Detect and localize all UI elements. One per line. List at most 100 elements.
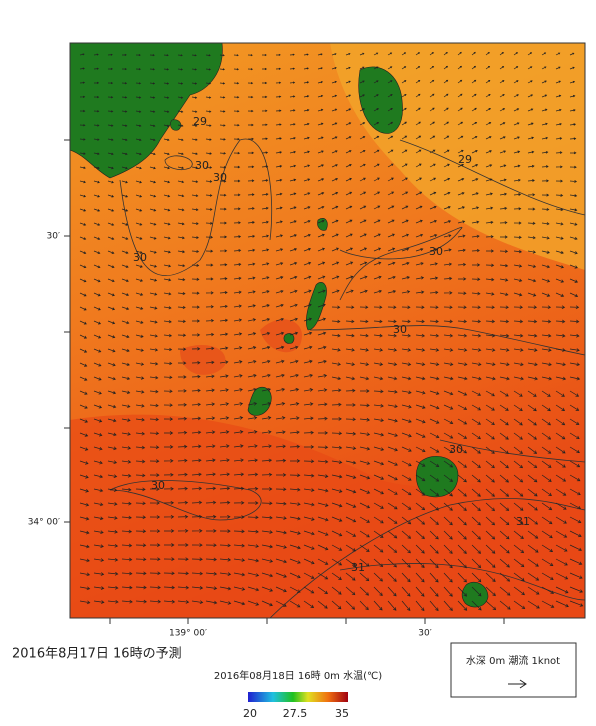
- current-arrow: [93, 194, 101, 198]
- current-arrow: [513, 108, 520, 112]
- current-arrow: [513, 94, 519, 98]
- current-arrow: [135, 445, 146, 450]
- current-arrow: [499, 502, 510, 511]
- current-arrow: [79, 530, 90, 535]
- current-arrow: [401, 290, 411, 294]
- current-arrow: [471, 263, 481, 267]
- current-arrow: [121, 557, 133, 562]
- current-arrow: [177, 500, 189, 505]
- current-arrow: [177, 403, 187, 407]
- legend-arrow: [508, 679, 527, 689]
- current-arrow: [471, 291, 481, 296]
- current-arrow: [527, 108, 534, 112]
- current-arrow: [163, 599, 176, 604]
- current-arrow: [107, 264, 115, 269]
- current-arrow: [415, 572, 425, 583]
- current-arrow: [457, 600, 468, 611]
- current-arrow: [79, 250, 87, 255]
- current-arrow: [275, 123, 282, 126]
- current-arrow: [485, 502, 495, 512]
- current-arrow: [387, 474, 398, 481]
- current-arrow: [233, 165, 241, 169]
- current-arrow: [289, 289, 298, 294]
- current-arrow: [359, 446, 371, 451]
- current-arrow: [359, 389, 370, 393]
- current-arrow: [219, 124, 226, 127]
- current-arrow: [163, 292, 172, 296]
- current-arrow: [429, 488, 440, 497]
- current-arrow: [499, 516, 510, 526]
- current-arrow: [177, 557, 189, 562]
- current-arrow: [387, 502, 398, 510]
- current-arrow: [163, 557, 175, 561]
- current-arrow: [317, 474, 329, 478]
- current-arrow: [135, 222, 143, 226]
- current-arrow: [555, 474, 567, 482]
- current-arrow: [317, 586, 328, 594]
- current-arrow: [107, 390, 117, 395]
- current-arrow: [107, 292, 115, 297]
- current-arrow: [555, 66, 561, 70]
- current-arrow: [191, 500, 203, 505]
- current-arrow: [247, 486, 259, 491]
- current-arrow: [429, 149, 436, 154]
- current-arrow: [275, 151, 283, 154]
- current-arrow: [191, 529, 203, 533]
- current-arrow: [345, 431, 357, 436]
- current-arrow: [387, 488, 398, 495]
- current-arrow: [485, 79, 491, 84]
- current-arrow: [401, 52, 407, 56]
- current-arrow: [457, 586, 468, 597]
- current-arrow: [233, 529, 245, 534]
- current-arrow: [317, 150, 324, 154]
- current-arrow: [191, 557, 203, 562]
- current-arrow: [303, 150, 310, 154]
- current-arrow: [499, 558, 510, 568]
- current-arrow: [233, 318, 243, 322]
- current-arrow: [289, 473, 301, 478]
- current-arrow: [289, 558, 301, 564]
- current-arrow: [429, 530, 439, 540]
- current-arrow: [331, 233, 339, 238]
- current-arrow: [219, 360, 229, 364]
- current-arrow: [429, 446, 440, 453]
- current-arrow: [387, 52, 393, 56]
- current-arrow: [191, 586, 204, 590]
- current-arrow: [401, 432, 412, 438]
- current-arrow: [289, 261, 298, 266]
- current-arrow: [219, 572, 232, 576]
- current-arrow: [415, 121, 421, 126]
- current-arrow: [121, 460, 132, 464]
- current-arrow: [79, 306, 87, 311]
- current-arrow: [79, 376, 88, 381]
- current-arrow: [345, 516, 357, 523]
- current-arrow: [457, 291, 467, 295]
- current-arrow: [163, 459, 174, 463]
- current-arrow: [345, 474, 357, 479]
- current-arrow: [317, 516, 329, 522]
- current-arrow: [233, 304, 242, 308]
- current-arrow: [247, 529, 259, 534]
- current-arrow: [471, 530, 481, 540]
- current-arrow: [471, 192, 479, 196]
- current-arrow: [569, 319, 580, 324]
- current-arrow: [191, 291, 200, 295]
- current-arrow: [303, 303, 312, 308]
- current-arrow: [135, 376, 145, 380]
- current-arrow: [527, 193, 536, 197]
- current-arrow: [415, 262, 424, 266]
- current-arrow: [359, 108, 366, 112]
- current-arrow: [555, 208, 564, 212]
- current-arrow: [317, 275, 326, 280]
- current-arrow: [387, 121, 394, 126]
- current-arrow: [527, 516, 539, 525]
- current-arrow: [317, 558, 329, 565]
- current-arrow: [471, 488, 481, 497]
- current-arrow: [149, 96, 156, 99]
- current-arrow: [233, 572, 246, 577]
- current-arrow: [247, 95, 254, 99]
- current-arrow: [499, 94, 505, 98]
- current-arrow: [261, 416, 272, 420]
- current-arrow: [275, 416, 286, 420]
- current-arrow: [289, 572, 301, 579]
